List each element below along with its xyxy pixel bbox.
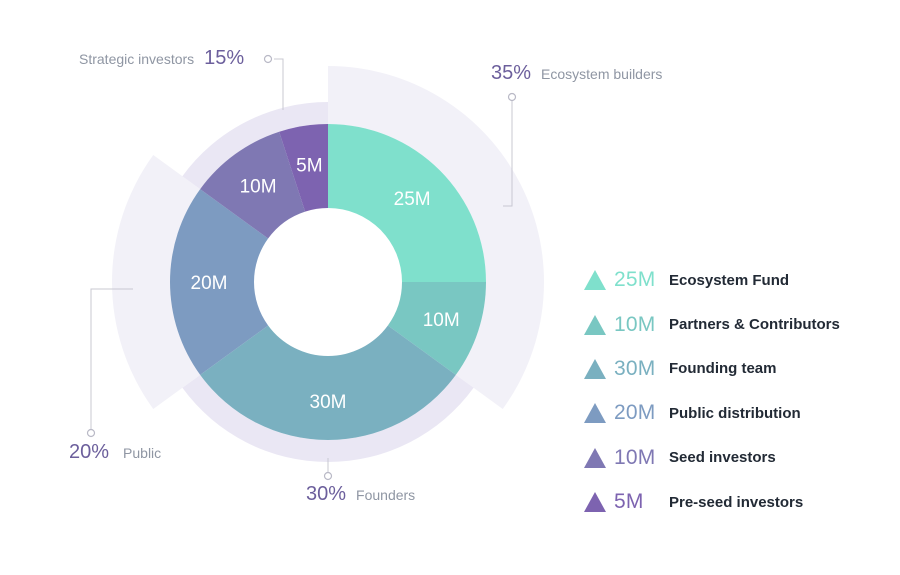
legend-label: Ecosystem Fund [669,271,790,289]
donut-slice [170,189,269,375]
group-arc [328,66,544,409]
connector-dot [323,471,333,481]
connector-dot [263,54,273,64]
donut-slice [279,124,328,212]
legend-value: 20M [614,401,656,425]
donut-slice [387,282,486,375]
slice-labels: 25M 10M 30M 20M 10M 5M [191,155,460,413]
donut-slice [328,124,486,282]
triangle-icon [584,403,606,424]
connector-dot [507,92,517,102]
legend-item: 10M Seed investors [583,436,840,480]
legend-label: Pre-seed investors [669,493,804,511]
legend-value: 10M [614,312,656,336]
donut-slices [170,124,486,440]
callout-strategic-investors: Strategic investors 15% [79,47,244,70]
legend-label: Partners & Contributors [669,316,840,334]
callout-public-name: Public [123,445,162,461]
legend-item: 5M Pre-seed investors [583,480,840,524]
legend-value: 25M [614,268,656,292]
legend: 25M Ecosystem Fund 10M Partners & Contri… [583,258,840,524]
group-arc [182,101,328,190]
connector-line [90,288,133,433]
group-arc [182,374,474,462]
slice-label: 20M [191,273,228,294]
group-arcs [112,66,544,462]
callout-ecosystem-name: Ecosystem builders [541,66,663,82]
legend-item: 30M Founding team [583,347,840,391]
legend-value: 30M [614,356,656,380]
slice-label: 10M [240,177,277,198]
callout-strategic-percent: 15% [204,47,245,69]
connector-dot [86,428,96,438]
triangle-icon [584,358,606,379]
triangle-icon [584,314,606,335]
slice-label: 5M [296,155,322,176]
legend-label: Public distribution [669,404,801,422]
triangle-icon [584,492,606,513]
callout-founders-percent: 30% [306,483,347,505]
legend-label: Seed investors [669,449,776,467]
connector-line [274,58,284,110]
triangle-icon [584,270,606,291]
callout-public: 20% Public [69,441,161,464]
donut-slice [200,325,456,440]
legend-value: 10M [614,445,656,469]
legend-item: 25M Ecosystem Fund [583,258,840,302]
callout-founders-name: Founders [356,487,416,503]
connector-line [503,97,513,207]
callout-connectors [86,54,517,481]
legend-value: 5M [614,490,644,514]
slice-label: 25M [394,189,431,210]
group-arc [112,155,201,409]
triangle-icon [584,447,606,468]
callout-strategic-name: Strategic investors [79,51,195,67]
slice-label: 30M [310,392,347,413]
callout-founders: 30% Founders [306,483,415,506]
slice-label: 10M [423,310,460,331]
callout-ecosystem-builders: 35% Ecosystem builders [491,62,662,85]
callout-ecosystem-percent: 35% [491,62,532,84]
legend-label: Founding team [669,360,777,378]
legend-item: 20M Public distribution [583,391,840,435]
donut-slice [200,131,306,239]
legend-item: 10M Partners & Contributors [583,302,840,346]
callout-public-percent: 20% [69,441,110,463]
